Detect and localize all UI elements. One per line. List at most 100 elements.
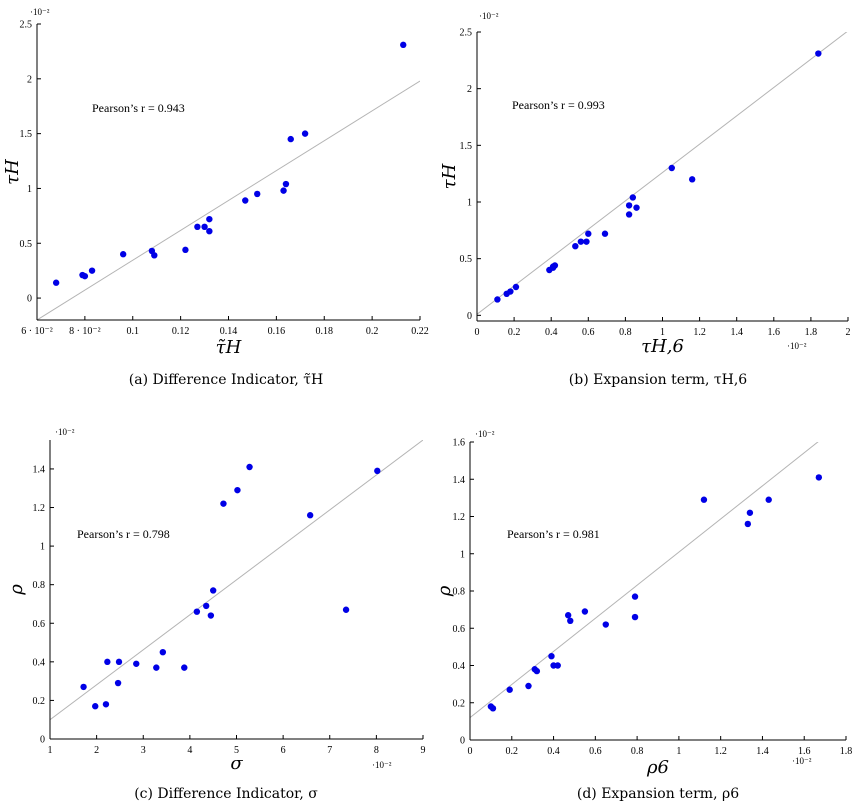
data-point xyxy=(668,164,675,172)
y-tick-label: 0.5 xyxy=(20,239,33,250)
fit-line xyxy=(477,32,848,315)
x-exponent-label: ·10⁻² xyxy=(792,756,812,766)
data-point xyxy=(206,215,213,223)
x-tick-label: 0.2 xyxy=(506,746,519,757)
x-tick-label: 2 xyxy=(846,327,851,338)
x-tick-label: 0.4 xyxy=(545,327,558,338)
data-point xyxy=(104,658,111,666)
x-tick-label: 2 xyxy=(94,745,99,756)
data-point xyxy=(815,474,823,481)
y-tick-label: 2.5 xyxy=(20,20,33,31)
y-tick-label: 2 xyxy=(27,74,32,85)
x-tick-label: 1.8 xyxy=(805,327,818,338)
x-tick-label: 1.4 xyxy=(730,327,743,338)
panel-c: 1 2 3 4 5 6 7 8 9 0 0.2 0.4 0.6 0.8 1 1.2 1.4 ·10⁻² ·10⁻² P… xyxy=(6,427,426,802)
data-point xyxy=(489,705,497,712)
y-tick-label: 0.8 xyxy=(453,587,466,598)
data-point xyxy=(301,130,309,137)
data-point xyxy=(194,223,201,231)
x-tick-label: 7 xyxy=(327,745,332,756)
y-tick-label: 0.2 xyxy=(33,696,46,707)
data-point xyxy=(700,496,708,503)
data-point xyxy=(581,608,589,615)
y-exponent-label: ·10⁻² xyxy=(30,7,50,17)
y-axis-label: τH xyxy=(2,159,23,185)
data-point xyxy=(193,608,201,615)
y-tick-label: 0.4 xyxy=(33,657,46,668)
data-point xyxy=(548,652,555,660)
data-point xyxy=(153,664,160,671)
x-tick-label: 0.2 xyxy=(508,327,521,338)
x-tick-label: 0 xyxy=(468,746,473,757)
data-point xyxy=(533,667,541,675)
y-tick-label: 1.6 xyxy=(453,438,466,449)
y-tick-label: 0.5 xyxy=(460,254,473,265)
y-tick-label: 0 xyxy=(27,294,32,305)
data-point xyxy=(80,683,87,691)
x-tick-label: 1 xyxy=(660,327,665,338)
y-tick-label: 0.6 xyxy=(33,619,46,630)
pearson-annotation: Pearson’s r = 0.943 xyxy=(92,101,185,115)
y-tick-label: 0.4 xyxy=(453,661,466,672)
y-axis-label: τH xyxy=(439,163,460,189)
x-tick-label: 1.6 xyxy=(768,327,781,338)
fit-line xyxy=(50,440,423,721)
x-tick-label: 0.8 xyxy=(619,327,632,338)
y-tick-label: 1.4 xyxy=(33,464,46,475)
pearson-annotation: Pearson’s r = 0.993 xyxy=(512,98,605,112)
x-tick-label: 0.18 xyxy=(316,326,334,337)
panel-a: 6 · 10⁻² 8 · 10⁻² 0.1 0.12 0.14 0.16 0.18 0.2 0.… xyxy=(2,7,429,388)
data-point xyxy=(306,512,314,519)
data-point xyxy=(583,238,590,245)
x-tick-label: 0 xyxy=(475,327,480,338)
data-point xyxy=(688,176,696,183)
y-tick-label: 1 xyxy=(27,184,32,195)
data-point xyxy=(81,272,89,280)
data-point xyxy=(629,194,637,201)
data-point xyxy=(577,238,585,245)
data-point xyxy=(625,202,633,209)
x-tick-label: 0.1 xyxy=(127,326,140,337)
data-point xyxy=(88,267,96,274)
data-point xyxy=(602,621,609,628)
y-tick-label: 1.5 xyxy=(460,141,473,152)
x-tick-label: 1 xyxy=(676,746,681,757)
data-point xyxy=(159,648,167,656)
data-point xyxy=(551,262,559,269)
x-tick-label: 4 xyxy=(187,745,192,756)
y-tick-label: 0 xyxy=(467,311,472,322)
y-tick-label: 0.6 xyxy=(453,624,466,635)
data-point xyxy=(282,180,290,188)
data-point xyxy=(400,41,407,49)
data-point xyxy=(133,660,140,667)
y-tick-label: 0 xyxy=(40,735,45,746)
data-point xyxy=(115,658,123,666)
data-point xyxy=(201,223,208,231)
data-point xyxy=(572,243,579,250)
panel-caption: (a) Difference Indicator, τ̃H xyxy=(129,372,323,388)
y-tick-label: 0 xyxy=(460,736,465,747)
data-point xyxy=(765,496,772,503)
x-tick-label: 0.4 xyxy=(547,746,560,757)
y-tick-label: 0.8 xyxy=(33,580,46,591)
x-tick-label: 0.2 xyxy=(366,326,379,337)
data-point xyxy=(507,288,514,295)
x-tick-label: 5 xyxy=(234,745,239,756)
panel-caption: (b) Expansion term, τH,6 xyxy=(569,372,748,388)
data-point xyxy=(554,662,561,669)
data-point xyxy=(815,50,822,57)
fit-line xyxy=(37,80,420,320)
x-tick-label: 6 xyxy=(281,745,286,756)
y-exponent-label: ·10⁻² xyxy=(479,11,499,21)
x-tick-label: 1.6 xyxy=(798,746,811,757)
data-point xyxy=(746,509,754,516)
fit-line xyxy=(470,442,819,719)
data-point xyxy=(119,251,127,258)
data-point xyxy=(246,463,253,471)
data-point xyxy=(52,279,60,286)
data-point xyxy=(601,230,609,237)
data-point xyxy=(280,187,287,194)
data-point xyxy=(512,283,520,291)
data-point xyxy=(102,701,110,708)
